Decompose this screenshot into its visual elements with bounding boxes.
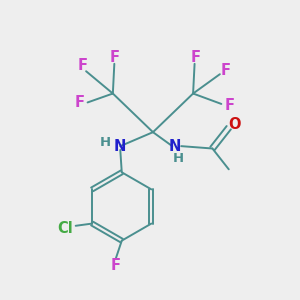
Text: H: H [173,152,184,164]
Text: F: F [191,50,201,65]
Text: F: F [225,98,235,113]
Text: F: F [109,50,119,65]
Text: F: F [77,58,88,74]
Text: H: H [100,136,111,149]
Text: O: O [228,117,240,132]
Text: F: F [220,63,230,78]
Text: N: N [114,139,127,154]
Text: F: F [74,95,84,110]
Text: N: N [169,139,182,154]
Text: F: F [111,258,121,273]
Text: Cl: Cl [57,221,73,236]
